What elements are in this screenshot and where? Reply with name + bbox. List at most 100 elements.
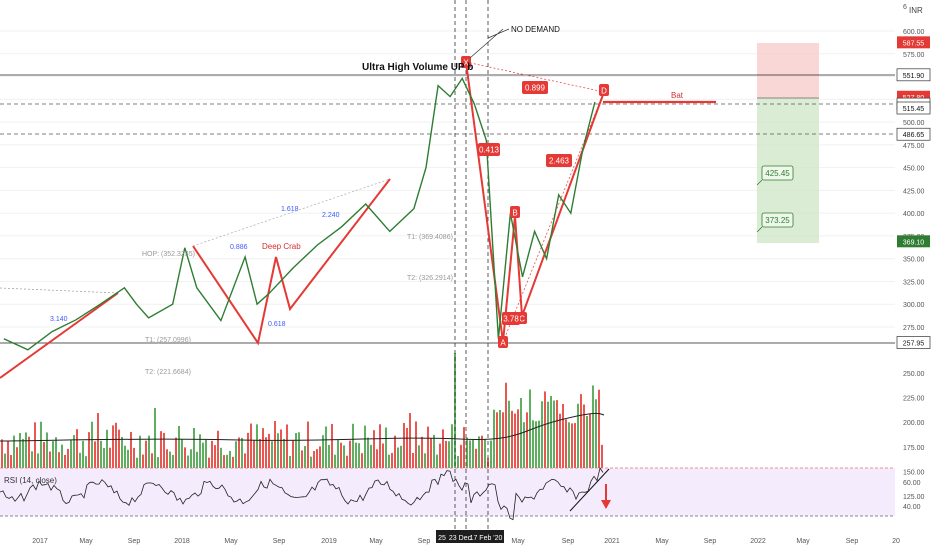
time-axis[interactable]: 2017 May Sep 2018 May Sep 2019 May Sep May Sep 2021… <box>32 530 900 545</box>
time-tick: May <box>796 538 810 545</box>
time-tag: 25 <box>438 535 446 542</box>
deep-crab-pattern <box>192 178 391 346</box>
volume-bar <box>583 404 585 468</box>
price-tick: 175.00 <box>903 445 925 452</box>
time-tick: May <box>511 538 525 545</box>
hop-label: HOP: (352.3235) <box>142 251 195 258</box>
horizontal-levels <box>0 0 895 540</box>
target-2: 373.25 <box>765 216 790 225</box>
time-tick: 2018 <box>174 538 190 545</box>
time-tick: 20 <box>892 538 900 545</box>
volume-bar <box>316 449 318 468</box>
time-tick: Sep <box>273 538 286 545</box>
volume-bar <box>238 437 240 468</box>
ratio-2463: 2.463 <box>549 157 570 166</box>
volume-bar <box>400 445 402 468</box>
rsi-pane <box>0 467 895 521</box>
volume-bar <box>346 455 348 468</box>
point-a: A <box>500 339 506 348</box>
time-tick: 2021 <box>604 538 620 545</box>
volume-bar <box>571 423 573 468</box>
volume-bar <box>421 436 423 468</box>
point-a-badge <box>498 336 508 348</box>
volume-bar <box>151 453 153 468</box>
price-tick: 300.00 <box>903 302 925 309</box>
volume-moving-average <box>0 412 605 442</box>
price-tick: 500.00 <box>903 120 925 127</box>
volume-bar <box>547 401 549 468</box>
price-tick-top: 6 <box>903 4 907 11</box>
volume-bar <box>328 444 330 468</box>
volume-bar <box>310 456 312 468</box>
volume-bar <box>52 441 54 468</box>
volume-bar <box>7 441 9 468</box>
volume-bar <box>430 437 432 468</box>
volume-bar <box>355 442 357 468</box>
point-d: D <box>601 87 607 96</box>
volume-bar <box>1 439 3 468</box>
time-tick: May <box>79 538 93 545</box>
target-2-box <box>761 212 794 228</box>
volume-bar <box>313 451 315 468</box>
price-tag: 486.65 <box>903 132 925 139</box>
volume-bar <box>481 435 483 468</box>
volume-bar <box>538 420 540 468</box>
point-c: C <box>519 315 525 324</box>
volume-bar <box>121 436 123 468</box>
volume-bar <box>379 424 381 468</box>
volume-bar <box>331 424 333 468</box>
volume-bar <box>190 449 192 468</box>
time-tick: Sep <box>128 538 141 545</box>
volume-bar <box>268 433 270 468</box>
volume-bar <box>157 457 159 468</box>
time-tick: Sep <box>846 538 859 545</box>
volume-bar <box>406 427 408 468</box>
volume-bar <box>412 452 414 468</box>
volume-bars <box>0 353 605 468</box>
t2-label: T2: (326.2914) <box>407 275 453 282</box>
time-tick: May <box>224 538 238 545</box>
ratio-378-tag <box>502 312 520 325</box>
volume-bar <box>529 389 531 468</box>
volume-bar <box>247 432 249 468</box>
time-tick: May <box>369 538 383 545</box>
volume-bar <box>478 436 480 468</box>
volume-bar <box>535 421 537 468</box>
volume-bar <box>115 422 117 468</box>
volume-bar <box>466 437 468 468</box>
volume-bar <box>106 429 108 468</box>
volume-bar <box>229 450 231 468</box>
ratio-0899-tag <box>522 81 548 94</box>
volume-bar <box>193 427 195 468</box>
price-tick: 600.00 <box>903 29 925 36</box>
volume-bar <box>475 448 477 468</box>
price-axis[interactable]: 600.00575.00550.00525.00500.00475.00450.… <box>896 4 931 511</box>
volume-bar <box>82 440 84 468</box>
volume-bar <box>205 439 207 468</box>
volume-bar <box>16 447 18 468</box>
time-tag: 23 Dec <box>449 535 472 542</box>
xd-line <box>465 61 605 93</box>
price-tag: 587.55 <box>903 40 925 47</box>
volume-bar <box>367 437 369 468</box>
volume-bar <box>394 435 396 468</box>
volume-bar <box>301 450 303 468</box>
volume-bar <box>454 353 456 468</box>
price-tick: 325.00 <box>903 279 925 286</box>
volume-bar <box>130 431 132 468</box>
volume-bar <box>178 425 180 468</box>
volume-bar <box>601 444 603 468</box>
time-tag-box <box>436 530 504 543</box>
time-tick: Sep <box>562 538 575 545</box>
pattern-labels: X A B C D 0.899 0.413 2.463 3.78 425.45 373.25 <box>461 28 794 348</box>
volume-bar <box>442 429 444 468</box>
volume-bar <box>241 437 243 468</box>
volume-bar <box>31 451 33 468</box>
volume-bar <box>289 456 291 468</box>
volume-bar <box>592 385 594 468</box>
volume-bar <box>34 422 36 468</box>
volume-bar <box>217 430 219 468</box>
point-d-badge <box>599 84 609 96</box>
volume-bar <box>334 454 336 468</box>
